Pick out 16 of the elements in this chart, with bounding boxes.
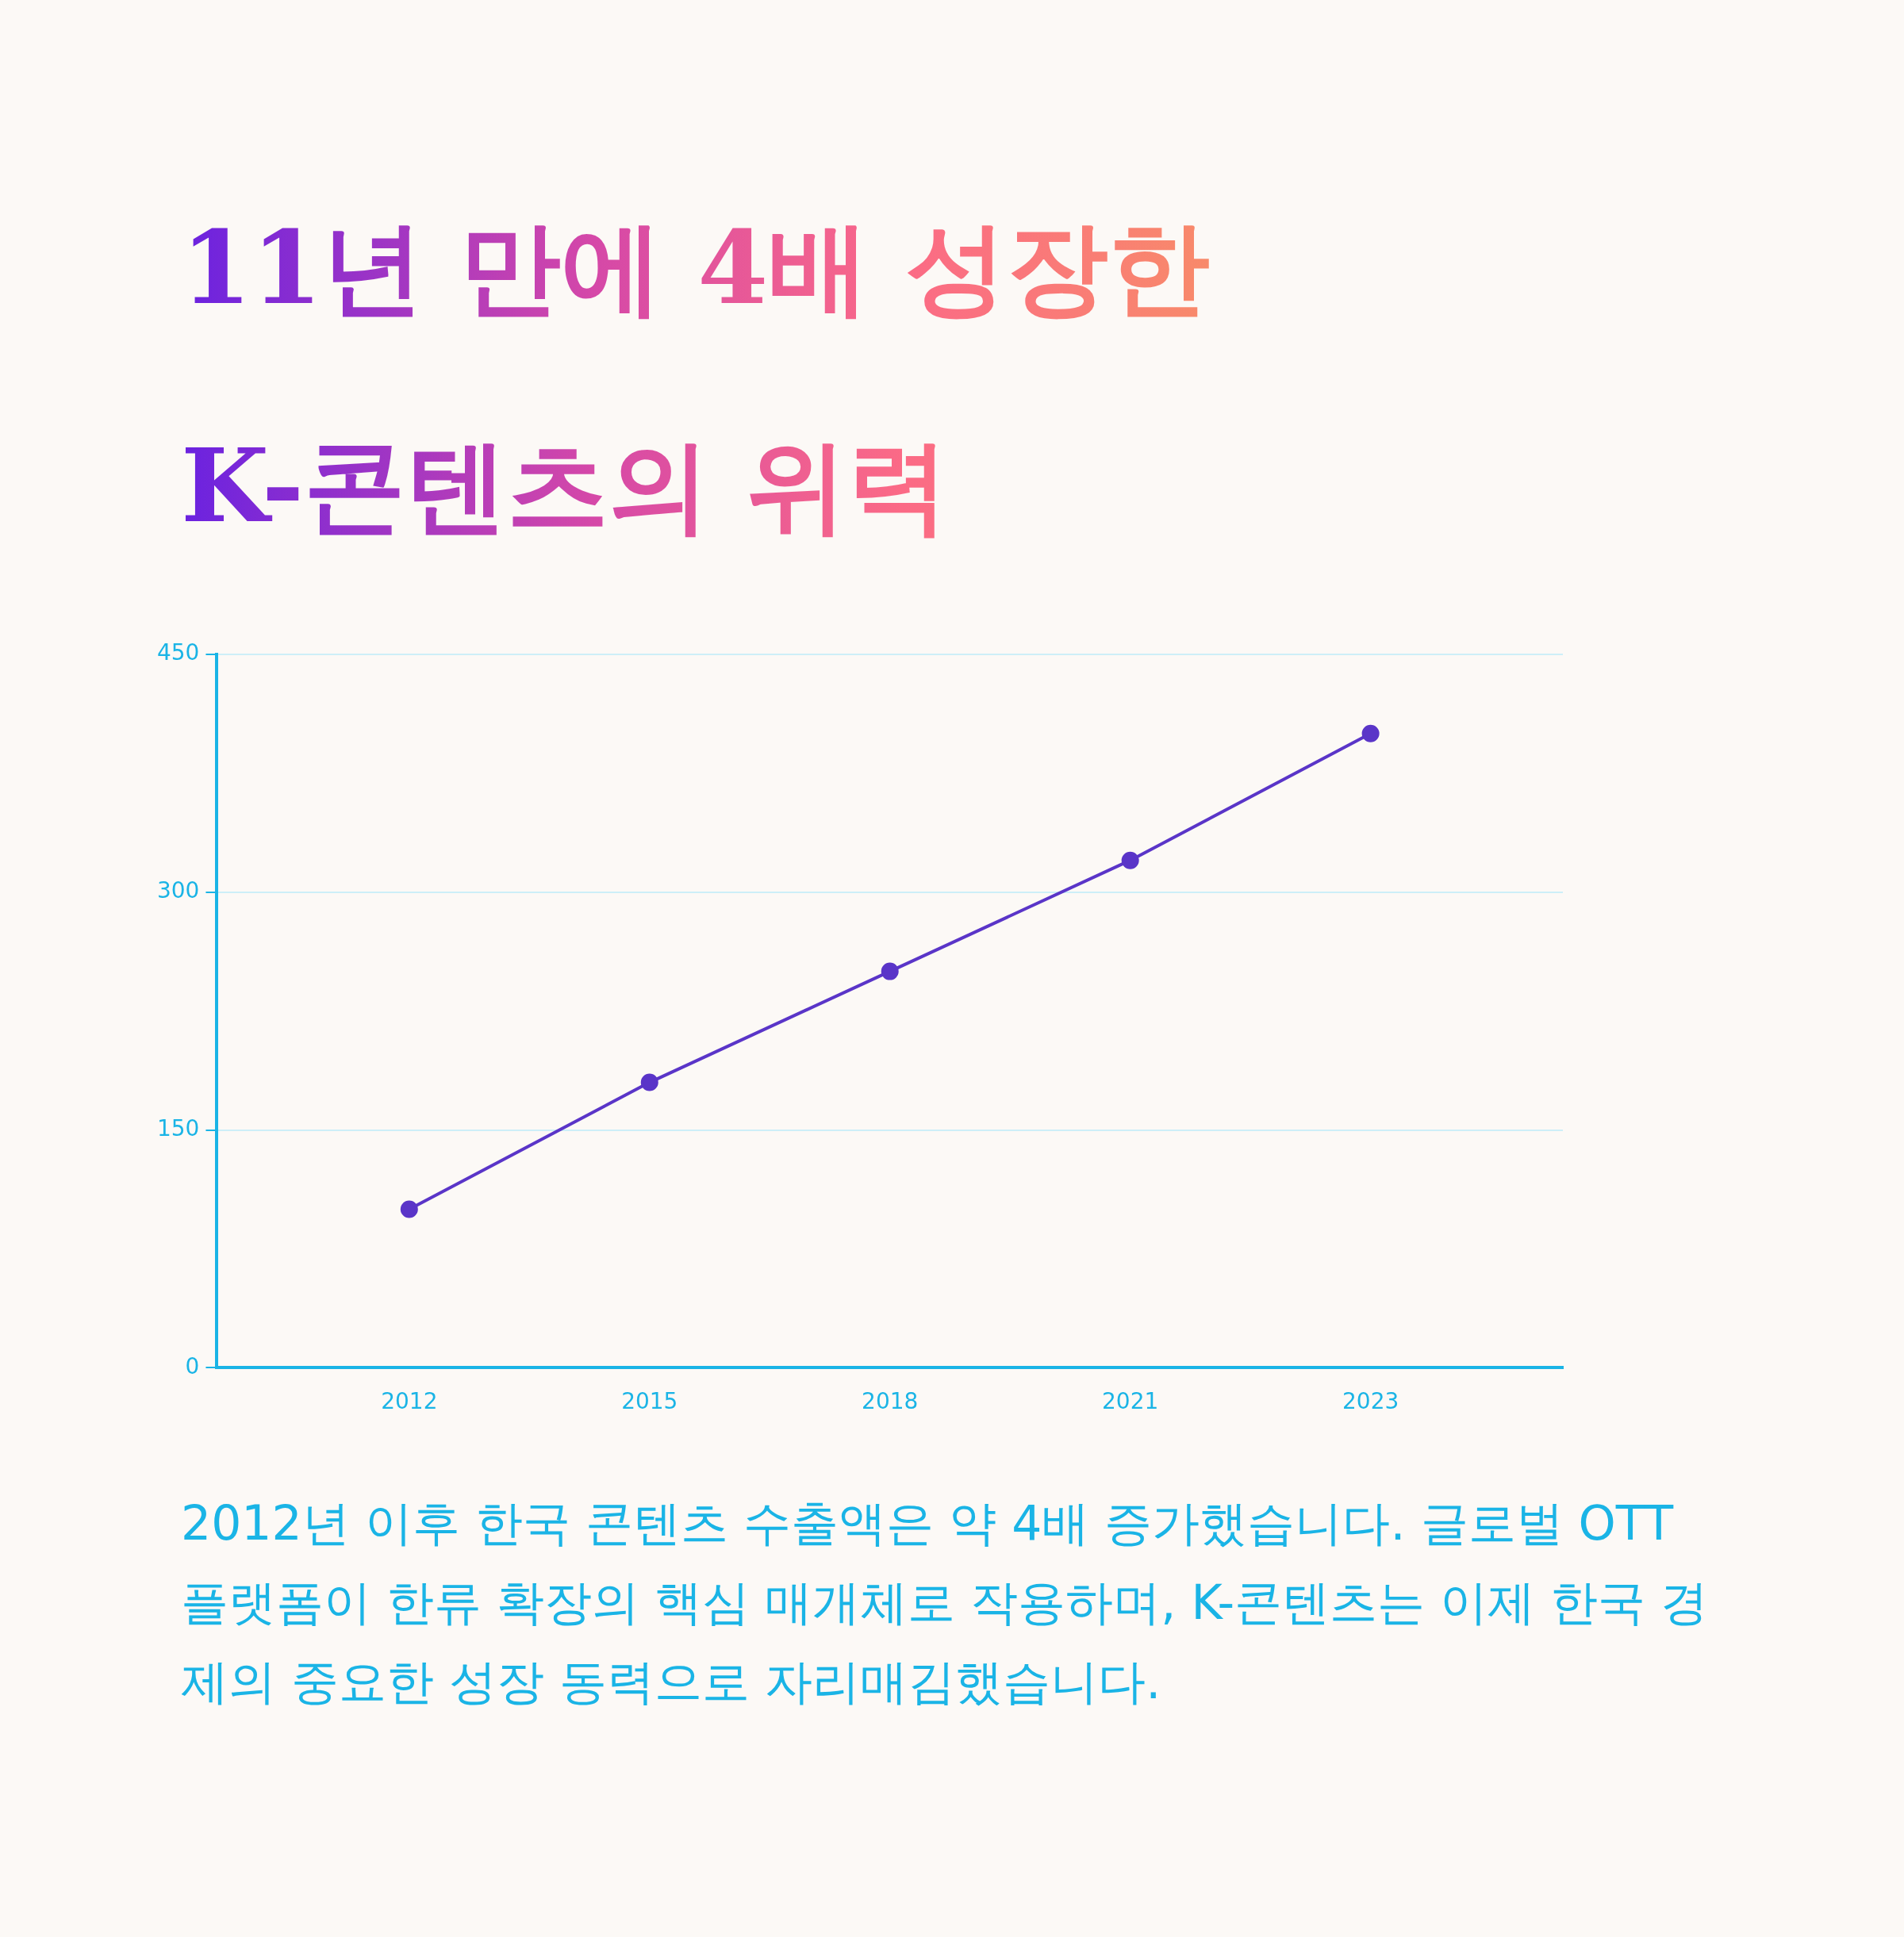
y-tick-label: 300 [156,876,200,903]
y-tick-label: 0 [185,1352,200,1379]
x-tick-label: 2018 [862,1388,919,1415]
point [1361,724,1380,742]
point [400,1200,418,1218]
point [640,1073,658,1091]
y-tick-label: 150 [156,1114,200,1141]
x-tick-label: 2012 [381,1388,438,1415]
chart-title: 11년 만에 4배 성장한 K-콘텐츠의 위력 [181,159,1210,595]
text: 2012년 이후 한국 콘텐츠 수출액은 약 4배 증가했습니다. 글로벌 OTT 플랫폼이 한류 확장의 핵심 매개체로 작용하며, K-콘텐츠는 이제 한국 경제의 중요한 성장 동력으로 자리매김했습니다. [181,1494,1710,1711]
y-tick-label: 450 [156,639,200,666]
x-tick-label: 2023 [1342,1388,1399,1415]
x-tick-label: 2015 [621,1388,678,1415]
x-tick-label: 2021 [1102,1388,1159,1415]
point [881,962,899,980]
point [1121,851,1139,869]
